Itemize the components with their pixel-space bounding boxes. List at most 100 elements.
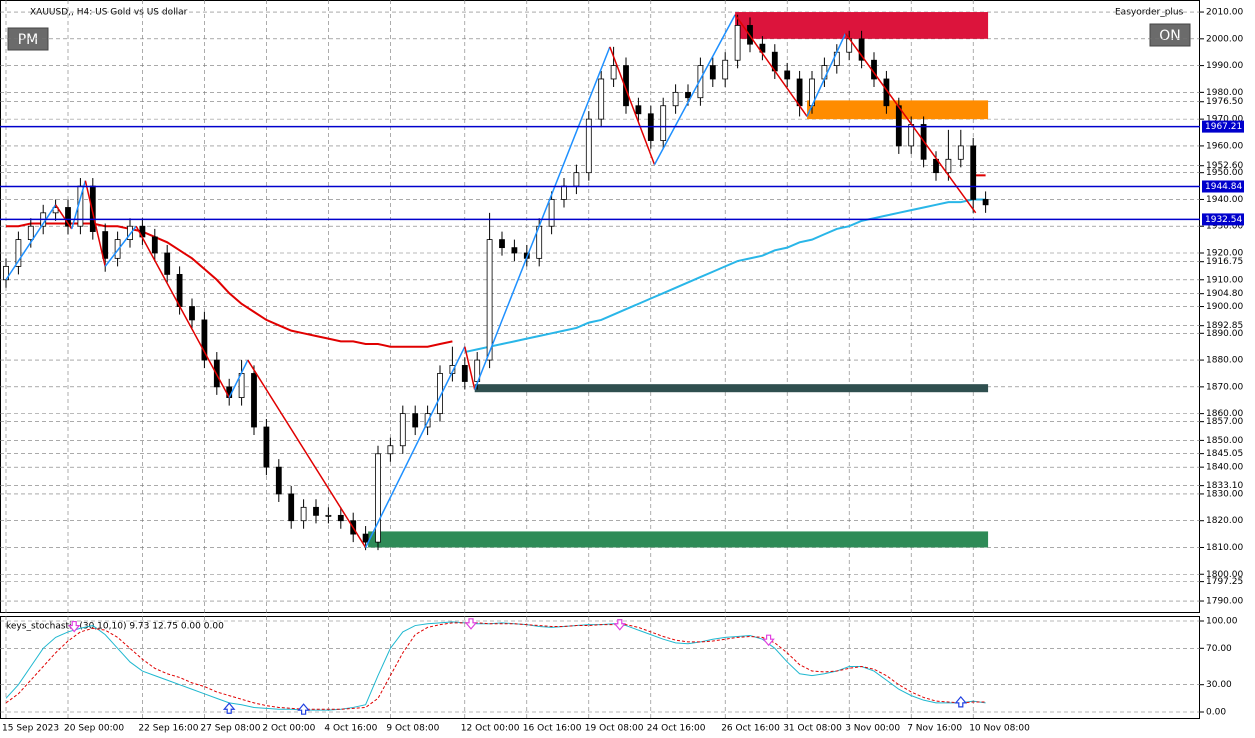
- x-tick-label: 10 Nov 08:00: [969, 724, 1030, 734]
- candle-body: [709, 65, 716, 80]
- candle-body: [784, 70, 791, 80]
- zigzag-segment: [609, 46, 656, 165]
- candle-body: [375, 453, 381, 543]
- candle-body: [387, 445, 394, 455]
- signal-arrow: [954, 695, 968, 708]
- y-tick-label: 2010.00: [1206, 8, 1243, 18]
- candle-body: [796, 78, 803, 107]
- y-tick-label: 1860.00: [1206, 409, 1243, 419]
- zigzag-segment: [84, 180, 106, 267]
- signal-arrow: [67, 620, 81, 633]
- y-tick-label: 100.00: [1206, 617, 1238, 627]
- x-tick-label: 20 Sep 00:00: [64, 724, 124, 734]
- candle-body: [52, 207, 59, 214]
- level-label: 1944.84: [1205, 182, 1242, 192]
- y-tick-label: 1790.00: [1206, 597, 1243, 607]
- y-tick-label: 1910.00: [1206, 275, 1243, 285]
- y-tick-label: 1845.05: [1206, 449, 1243, 459]
- candle-body: [957, 145, 964, 160]
- y-tick-label: 70.00: [1206, 644, 1232, 654]
- y-tick-label: 2000.00: [1206, 34, 1243, 44]
- candle-body: [300, 506, 307, 522]
- y-tick-label: 1900.00: [1206, 302, 1243, 312]
- x-tick-label: 27 Sep 08:00: [200, 724, 260, 734]
- zigzag-segment: [364, 346, 466, 548]
- x-tick-label: 9 Oct 08:00: [386, 724, 439, 734]
- candle-body: [635, 105, 642, 115]
- x-tick-label: 12 Oct 00:00: [461, 724, 520, 734]
- y-tick-label: 1980.00: [1206, 88, 1243, 98]
- zigzag-segment: [5, 204, 57, 281]
- zigzag-segment: [653, 14, 736, 166]
- y-tick-label: 1952.60: [1206, 161, 1243, 171]
- candle-body: [461, 365, 468, 382]
- zigzag-segment: [844, 33, 977, 214]
- candle-body: [585, 118, 592, 174]
- zigzag-segment: [464, 346, 476, 390]
- level-label: 1967.21: [1205, 122, 1242, 132]
- zigzag-segment: [54, 204, 73, 230]
- candle-body: [275, 466, 282, 495]
- signal-arrow: [297, 703, 310, 715]
- candle-body: [313, 506, 319, 516]
- y-tick-label: 1976.50: [1206, 97, 1243, 107]
- zigzag-segment: [806, 33, 847, 117]
- candle-body: [598, 78, 605, 120]
- candle-body: [15, 239, 22, 267]
- button-label[interactable]: PM: [18, 32, 39, 48]
- y-tick-label: 1960.00: [1206, 141, 1243, 151]
- candle-body: [151, 236, 158, 254]
- button-bg[interactable]: [1149, 23, 1191, 47]
- candle-body: [970, 145, 977, 200]
- signal-arrow: [464, 618, 478, 630]
- x-tick-label: 2 Oct 00:00: [262, 724, 315, 734]
- signal-arrow: [222, 702, 236, 714]
- zigzag-segment: [474, 46, 611, 390]
- indicator-line: [5, 622, 986, 710]
- candle-body: [127, 225, 133, 241]
- moving-average: [6, 222, 453, 348]
- y-tick-label: 1820.00: [1206, 516, 1243, 526]
- level-label-bg: [1202, 213, 1244, 226]
- candle-body: [288, 493, 295, 522]
- signal-arrow: [613, 619, 627, 631]
- candle-body: [697, 65, 704, 99]
- indicator-line: [5, 621, 986, 711]
- y-tick-label: 1840.00: [1206, 463, 1243, 473]
- candle-body: [858, 38, 865, 61]
- zigzag-segment: [135, 225, 230, 398]
- y-tick-label: 1904.80: [1206, 289, 1243, 299]
- chart-title: XAUUSD,, H4: US Gold vs US dollar: [30, 8, 188, 18]
- candle-body: [895, 105, 902, 147]
- candle-body: [573, 172, 580, 187]
- y-tick-label: 1850.00: [1206, 436, 1243, 446]
- candle-body: [548, 199, 555, 227]
- candle-body: [685, 91, 691, 99]
- x-tick-label: 3 Nov 00:00: [845, 724, 900, 734]
- candle-body: [27, 225, 34, 241]
- candle-body: [672, 91, 679, 107]
- candle-body: [722, 59, 729, 80]
- signal-arrow: [762, 634, 775, 647]
- candle-body: [337, 514, 344, 522]
- x-tick-label: 7 Nov 16:00: [907, 724, 962, 734]
- on-button[interactable]: ON: [1149, 23, 1191, 47]
- y-tick-label: 1940.00: [1206, 195, 1243, 205]
- candle-body: [945, 158, 952, 174]
- y-tick-label: 1870.00: [1206, 382, 1243, 392]
- y-tick-label: 1830.00: [1206, 489, 1243, 499]
- candle-body: [114, 239, 121, 259]
- level-label-bg: [1202, 120, 1244, 133]
- y-tick-label: 1990.00: [1206, 61, 1243, 71]
- moving-average: [464, 198, 986, 354]
- candle-body: [499, 239, 505, 249]
- candle-body: [263, 426, 270, 468]
- y-tick-label: 1916.75: [1206, 257, 1243, 267]
- y-tick-label: 1920.00: [1206, 248, 1243, 258]
- x-tick-label: 16 Oct 16:00: [523, 724, 582, 734]
- y-tick-label: 1950.00: [1206, 168, 1243, 178]
- candle-body: [511, 247, 518, 254]
- button-label[interactable]: ON: [1159, 28, 1181, 44]
- candle-body: [102, 231, 109, 259]
